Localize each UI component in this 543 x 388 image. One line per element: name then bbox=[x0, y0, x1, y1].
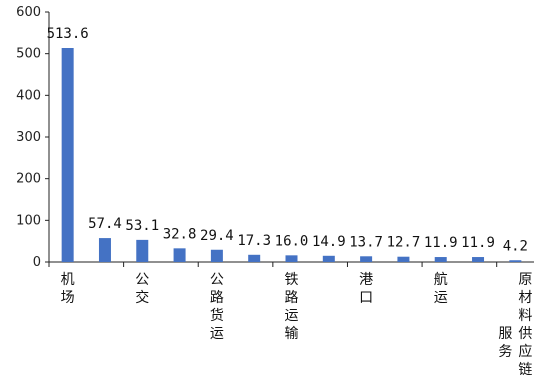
data-label: 513.6 bbox=[47, 26, 89, 42]
y-tick-label: 200 bbox=[16, 172, 41, 187]
bar bbox=[61, 48, 74, 262]
bar bbox=[397, 256, 410, 262]
data-label: 11.9 bbox=[461, 235, 495, 251]
y-tick-label: 500 bbox=[16, 47, 41, 62]
data-label: 32.8 bbox=[163, 226, 197, 242]
bar bbox=[509, 260, 522, 262]
category-label: 公交 bbox=[135, 272, 149, 306]
bar bbox=[173, 248, 186, 262]
category-label: 公路货运 bbox=[210, 272, 224, 342]
data-label: 11.9 bbox=[424, 235, 458, 251]
bar bbox=[136, 239, 149, 262]
bar bbox=[360, 256, 373, 262]
category-label: 航运 bbox=[434, 272, 448, 306]
y-tick-label: 100 bbox=[16, 213, 41, 228]
bar bbox=[248, 254, 261, 262]
category-label: 铁路运输 bbox=[285, 272, 299, 342]
bar bbox=[98, 238, 111, 262]
data-label: 12.7 bbox=[387, 235, 421, 251]
y-tick-label: 600 bbox=[16, 5, 41, 20]
bar bbox=[434, 257, 447, 262]
category-label: 机场 bbox=[61, 272, 75, 306]
data-label: 4.2 bbox=[503, 238, 528, 254]
y-tick-label: 300 bbox=[16, 130, 41, 145]
bar bbox=[285, 255, 298, 262]
data-label: 17.3 bbox=[237, 233, 271, 249]
y-tick-label: 400 bbox=[16, 88, 41, 103]
data-label: 14.9 bbox=[312, 234, 346, 250]
category-label: 原材料供应链服务 bbox=[498, 272, 532, 378]
data-label: 53.1 bbox=[125, 218, 159, 234]
bar bbox=[210, 249, 223, 262]
category-label: 港口 bbox=[359, 272, 373, 306]
data-label: 13.7 bbox=[349, 234, 383, 250]
bar bbox=[322, 255, 335, 262]
data-label: 29.4 bbox=[200, 228, 234, 244]
data-label: 57.4 bbox=[88, 216, 122, 232]
y-tick-label: 0 bbox=[33, 255, 41, 270]
data-label: 16.0 bbox=[275, 233, 309, 249]
bar bbox=[472, 257, 485, 262]
